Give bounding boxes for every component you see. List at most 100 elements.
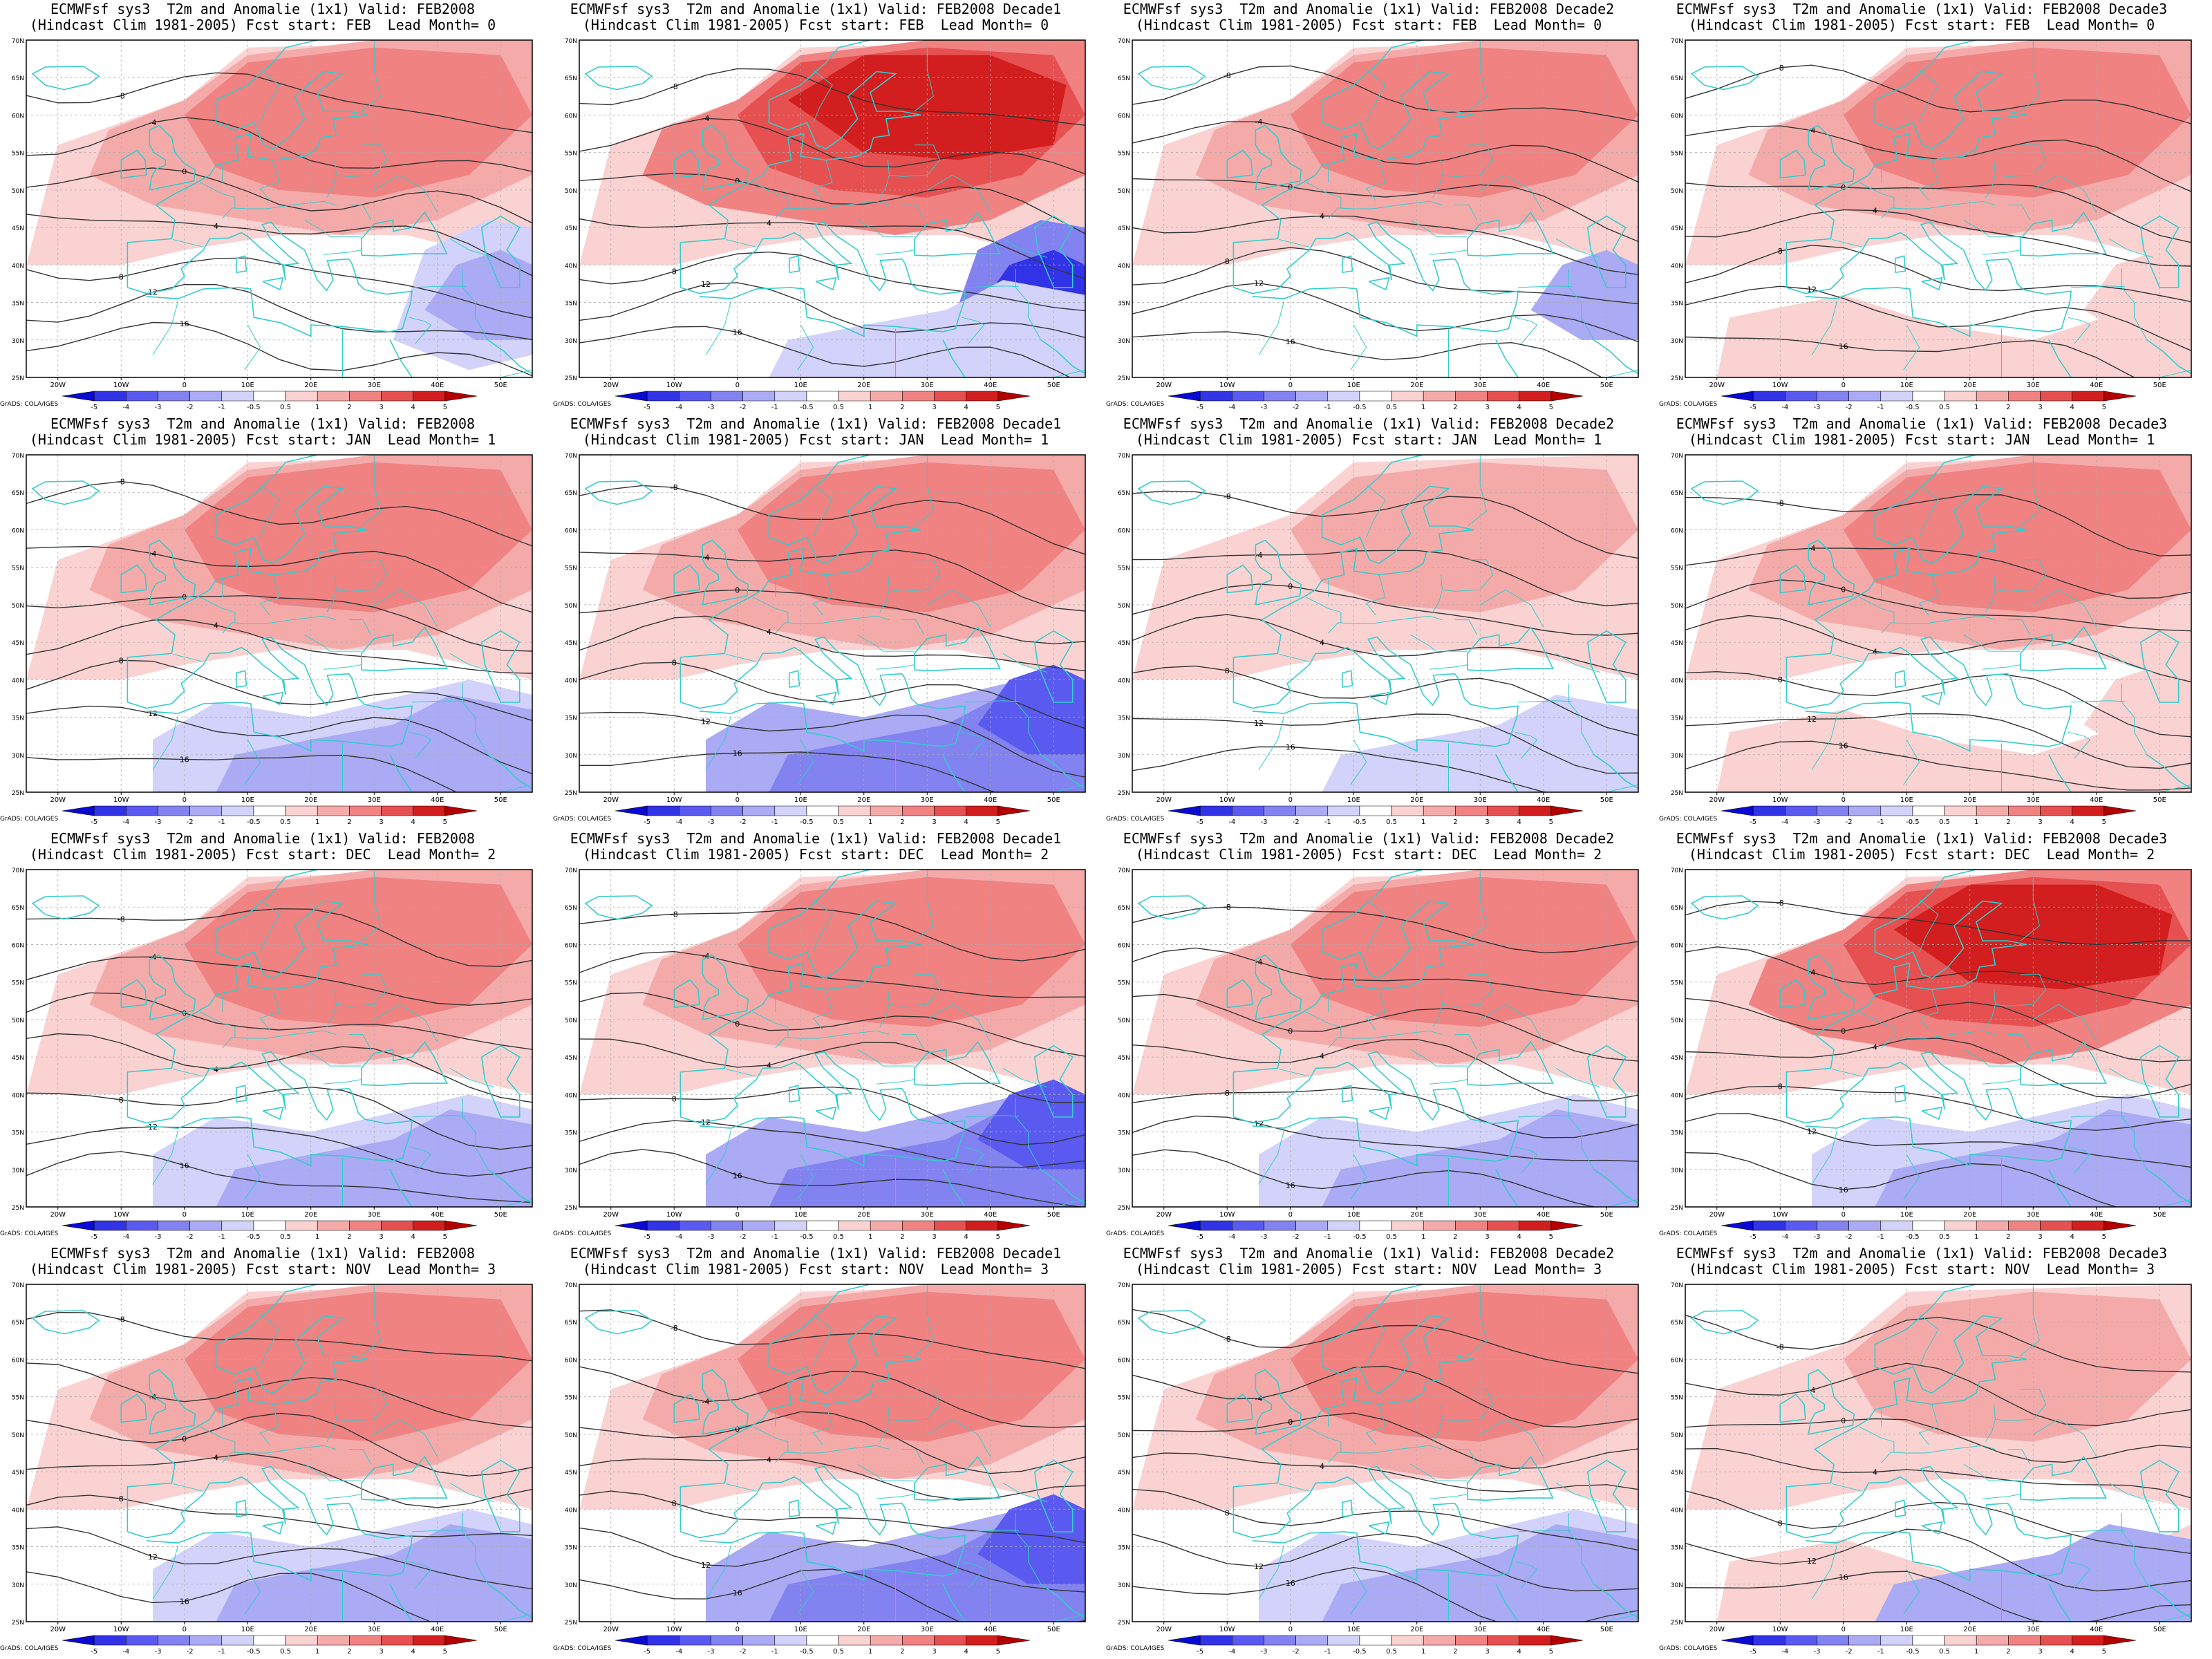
colorbar-swatch bbox=[1848, 1220, 1882, 1231]
y-tick-label: 25N bbox=[565, 790, 577, 797]
colorbar-label: -2 bbox=[1846, 818, 1853, 826]
country-border bbox=[1015, 369, 1085, 377]
y-tick-label: 35N bbox=[565, 301, 577, 308]
colorbar-label: 5 bbox=[1549, 1233, 1553, 1241]
colorbar-swatch bbox=[838, 805, 871, 816]
temperature-contour bbox=[579, 1490, 1085, 1544]
colorbar-swatch bbox=[774, 1220, 807, 1231]
colorbar-label: 3 bbox=[2038, 404, 2042, 411]
contour-label: 8 bbox=[1225, 257, 1230, 266]
country-border bbox=[1328, 1445, 1443, 1463]
coastline bbox=[1779, 1394, 1806, 1423]
country-border bbox=[1366, 899, 1386, 953]
colorbar-swatch bbox=[1455, 1220, 1488, 1231]
colorbar-swatch bbox=[1295, 391, 1329, 402]
y-tick-label: 45N bbox=[1671, 1055, 1683, 1062]
coastline bbox=[1341, 670, 1353, 688]
colorbar-swatch bbox=[2103, 1635, 2137, 1646]
y-tick-label: 25N bbox=[565, 1205, 577, 1212]
country-border bbox=[1919, 485, 1939, 538]
x-tick-label: 20E bbox=[1963, 1626, 1976, 1633]
colorbar-label: -5 bbox=[644, 818, 650, 826]
colorbar-label: -2 bbox=[740, 404, 747, 411]
country-border bbox=[449, 1482, 495, 1502]
colorbar-label: -2 bbox=[187, 818, 194, 826]
colorbar-swatch bbox=[189, 805, 223, 816]
y-tick-label: 60N bbox=[12, 1357, 24, 1364]
colorbar-swatch bbox=[966, 1635, 999, 1646]
y-tick-label: 40N bbox=[1118, 677, 1130, 684]
y-tick-label: 40N bbox=[1671, 263, 1683, 270]
colorbar-label: -2 bbox=[1846, 1648, 1853, 1656]
colorbar-label: -2 bbox=[1846, 404, 1853, 411]
colorbar-label: 1 bbox=[868, 818, 872, 826]
coastline bbox=[584, 66, 653, 91]
coastline bbox=[1137, 480, 1206, 505]
coastline bbox=[914, 1041, 1001, 1087]
y-tick-label: 25N bbox=[565, 1620, 577, 1627]
y-tick-label: 30N bbox=[1118, 1582, 1130, 1589]
colorbar-swatch bbox=[413, 391, 446, 402]
colorbar-swatch bbox=[381, 391, 413, 402]
y-tick-label: 40N bbox=[565, 263, 577, 270]
colorbar-label: -5 bbox=[1197, 1233, 1203, 1241]
colorbar-swatch bbox=[1232, 1635, 1264, 1646]
country-border bbox=[753, 1011, 789, 1038]
y-tick-label: 45N bbox=[1118, 1470, 1130, 1477]
colorbar-swatch bbox=[934, 1635, 966, 1646]
country-border bbox=[1410, 634, 1468, 652]
country-border bbox=[705, 301, 732, 355]
colorbar-label: 5 bbox=[443, 1233, 447, 1241]
panel-title: ECMWFsf sys3 T2m and Anomalie (1x1) Vali… bbox=[570, 1245, 1062, 1262]
contour-label: 8 bbox=[1225, 666, 1230, 675]
colorbar-label: -1 bbox=[1877, 818, 1884, 826]
contour-label: 0 bbox=[735, 1425, 740, 1434]
country-border bbox=[2033, 589, 2097, 628]
colorbar-swatch bbox=[679, 805, 711, 816]
colorbar-label: 3 bbox=[932, 404, 936, 411]
country-border bbox=[1430, 1494, 1468, 1499]
y-tick-label: 25N bbox=[12, 790, 24, 797]
country-border bbox=[173, 1483, 204, 1492]
temperature-contour bbox=[26, 1151, 532, 1203]
x-tick-label: 20E bbox=[304, 796, 317, 804]
y-tick-label: 65N bbox=[1118, 1320, 1130, 1327]
colorbar-label: 5 bbox=[443, 1648, 447, 1656]
y-tick-label: 30N bbox=[12, 1582, 24, 1589]
x-tick-label: 20W bbox=[1709, 1211, 1725, 1219]
country-border bbox=[914, 1286, 934, 1356]
colorbar-label: 3 bbox=[932, 818, 936, 826]
x-tick-label: 30E bbox=[921, 1211, 934, 1219]
country-border bbox=[449, 653, 495, 673]
country-border bbox=[361, 871, 381, 941]
coastline bbox=[149, 1369, 196, 1435]
temperature-contour bbox=[26, 754, 458, 792]
temperature-contour bbox=[579, 908, 1085, 962]
y-tick-label: 50N bbox=[1671, 1018, 1683, 1024]
coastline bbox=[361, 626, 448, 672]
colorbar-label: 5 bbox=[996, 404, 1000, 411]
colorbar-swatch bbox=[646, 1635, 679, 1646]
map-panel: ECMWFsf sys3 T2m and Anomalie (1x1) Vali… bbox=[1106, 415, 1645, 827]
x-tick-label: 40E bbox=[2090, 382, 2103, 389]
colorbar-label: 4 bbox=[411, 404, 415, 411]
colorbar-label: -0.5 bbox=[247, 404, 261, 411]
colorbar-label: 2 bbox=[900, 1233, 904, 1241]
colorbar-swatch bbox=[1519, 391, 1552, 402]
country-border bbox=[173, 239, 204, 247]
coastline bbox=[1785, 40, 2027, 288]
grads-credit: GrADS: COLA/IGES bbox=[0, 1645, 59, 1652]
country-border bbox=[1963, 634, 2021, 652]
x-tick-label: 10W bbox=[666, 1626, 682, 1633]
country-border bbox=[726, 239, 757, 247]
coastline bbox=[1233, 221, 1519, 337]
colorbar-swatch bbox=[1752, 805, 1785, 816]
coastline bbox=[1034, 1459, 1074, 1533]
country-border bbox=[877, 664, 915, 670]
country-border bbox=[962, 731, 985, 759]
colorbar-label: 5 bbox=[2102, 818, 2106, 826]
country-border bbox=[260, 1314, 280, 1367]
x-tick-label: 30E bbox=[1474, 796, 1487, 804]
coastline bbox=[1232, 40, 1474, 288]
y-tick-label: 25N bbox=[1671, 1620, 1683, 1627]
